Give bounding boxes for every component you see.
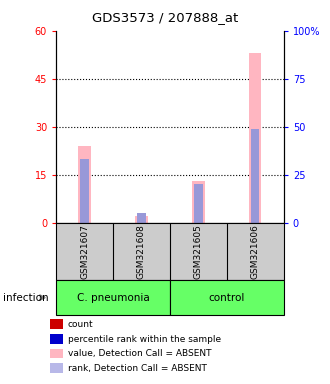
Bar <box>170 280 284 315</box>
Text: count: count <box>68 320 93 329</box>
Text: rank, Detection Call = ABSENT: rank, Detection Call = ABSENT <box>68 364 207 373</box>
Bar <box>56 280 170 315</box>
Bar <box>79 146 91 223</box>
Text: infection: infection <box>3 293 49 303</box>
Text: GSM321607: GSM321607 <box>80 224 89 279</box>
Text: GSM321608: GSM321608 <box>137 224 146 279</box>
Text: percentile rank within the sample: percentile rank within the sample <box>68 334 221 344</box>
Text: GSM321606: GSM321606 <box>251 224 260 279</box>
Bar <box>249 53 261 223</box>
Bar <box>135 216 148 223</box>
Bar <box>251 129 259 223</box>
Bar <box>194 184 203 223</box>
Text: control: control <box>209 293 245 303</box>
Text: GSM321605: GSM321605 <box>194 224 203 279</box>
Bar <box>192 181 205 223</box>
Text: C. pneumonia: C. pneumonia <box>77 293 149 303</box>
Text: GDS3573 / 207888_at: GDS3573 / 207888_at <box>92 11 238 24</box>
Text: value, Detection Call = ABSENT: value, Detection Call = ABSENT <box>68 349 211 358</box>
Bar <box>81 159 89 223</box>
Bar <box>137 213 146 223</box>
